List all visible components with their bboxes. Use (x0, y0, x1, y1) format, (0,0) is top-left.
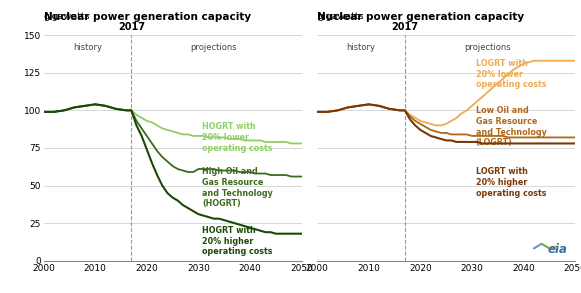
Text: LOGRT with
20% lower
operating costs: LOGRT with 20% lower operating costs (476, 59, 546, 89)
Text: projections: projections (464, 43, 511, 52)
Text: 2017: 2017 (392, 22, 418, 32)
Text: 2017: 2017 (118, 22, 145, 32)
Text: history: history (346, 43, 375, 52)
Text: HOGRT with
20% lower
operating costs: HOGRT with 20% lower operating costs (202, 122, 273, 153)
Text: history: history (73, 43, 102, 52)
Text: eia: eia (547, 243, 568, 256)
Text: gigawatts: gigawatts (44, 12, 90, 21)
Text: Nuclear power generation capacity: Nuclear power generation capacity (44, 12, 250, 22)
Text: High Oil and
Gas Resource
and Technology
(HOGRT): High Oil and Gas Resource and Technology… (202, 167, 273, 208)
Text: Nuclear power generation capacity: Nuclear power generation capacity (317, 12, 524, 22)
Text: HOGRT with
20% higher
operating costs: HOGRT with 20% higher operating costs (202, 226, 273, 256)
Text: gigawatts: gigawatts (317, 12, 364, 21)
Text: Low Oil and
Gas Resource
and Technology
(LOGRT): Low Oil and Gas Resource and Technology … (476, 106, 547, 147)
Text: projections: projections (191, 43, 237, 52)
Text: LOGRT with
20% higher
operating costs: LOGRT with 20% higher operating costs (476, 167, 546, 198)
